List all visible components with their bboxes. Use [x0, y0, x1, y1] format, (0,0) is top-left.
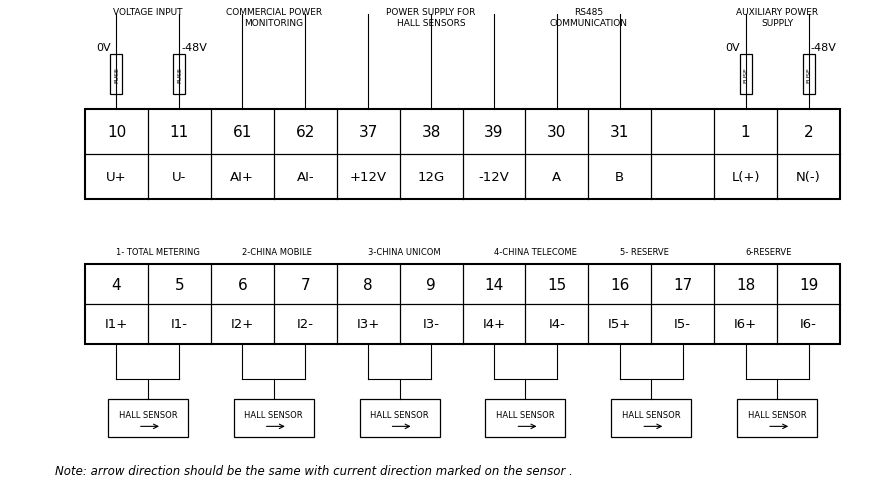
Bar — [110, 55, 123, 95]
Text: HALL SENSOR: HALL SENSOR — [118, 410, 177, 419]
Text: 37: 37 — [358, 125, 378, 140]
Text: 0V: 0V — [725, 43, 740, 53]
Text: I5-: I5- — [674, 318, 692, 331]
Text: I3-: I3- — [422, 318, 439, 331]
Text: FUSE: FUSE — [743, 67, 749, 83]
Bar — [173, 55, 186, 95]
Text: AUXILIARY POWER
SUPPLY: AUXILIARY POWER SUPPLY — [736, 8, 818, 28]
Text: N(-): N(-) — [797, 171, 821, 183]
Bar — [485, 399, 565, 437]
Text: 39: 39 — [485, 125, 504, 140]
Text: 16: 16 — [610, 277, 629, 292]
Text: 15: 15 — [548, 277, 566, 292]
Text: I4+: I4+ — [483, 318, 506, 331]
Text: B: B — [615, 171, 624, 183]
Text: 6: 6 — [237, 277, 247, 292]
Text: 5- RESERVE: 5- RESERVE — [620, 247, 669, 257]
Text: 30: 30 — [548, 125, 566, 140]
Text: Note: arrow direction should be the same with current direction marked on the se: Note: arrow direction should be the same… — [55, 464, 573, 477]
Text: 17: 17 — [673, 277, 693, 292]
Text: 14: 14 — [485, 277, 503, 292]
Text: I6-: I6- — [800, 318, 817, 331]
Text: +12V: +12V — [349, 171, 387, 183]
Text: 4-CHINA TELECOME: 4-CHINA TELECOME — [494, 247, 577, 257]
Text: 62: 62 — [295, 125, 315, 140]
Bar — [85, 264, 840, 345]
Text: 4: 4 — [112, 277, 121, 292]
Text: 19: 19 — [799, 277, 818, 292]
Text: HALL SENSOR: HALL SENSOR — [496, 410, 555, 419]
Text: U+: U+ — [106, 171, 127, 183]
Text: I5+: I5+ — [608, 318, 631, 331]
Text: 1: 1 — [741, 125, 750, 140]
Bar — [612, 399, 692, 437]
Text: 12G: 12G — [418, 171, 444, 183]
Text: 38: 38 — [421, 125, 441, 140]
Text: -48V: -48V — [811, 43, 837, 53]
Text: I1-: I1- — [171, 318, 188, 331]
Text: I1+: I1+ — [105, 318, 128, 331]
Text: VOLTAGE INPUT: VOLTAGE INPUT — [113, 8, 182, 17]
Text: 10: 10 — [107, 125, 126, 140]
Text: FUSE: FUSE — [114, 67, 119, 83]
Text: A: A — [552, 171, 562, 183]
Text: 2: 2 — [804, 125, 813, 140]
Bar — [359, 399, 439, 437]
Text: -48V: -48V — [181, 43, 207, 53]
Text: L(+): L(+) — [732, 171, 760, 183]
Text: 31: 31 — [610, 125, 629, 140]
Text: I2+: I2+ — [230, 318, 254, 331]
Text: 18: 18 — [736, 277, 756, 292]
Text: 1- TOTAL METERING: 1- TOTAL METERING — [116, 247, 200, 257]
Text: 8: 8 — [364, 277, 373, 292]
Text: COMMERCIAL POWER
MONITORING: COMMERCIAL POWER MONITORING — [226, 8, 322, 28]
Bar — [108, 399, 188, 437]
Text: AI+: AI+ — [230, 171, 254, 183]
Text: AI-: AI- — [296, 171, 314, 183]
Bar — [803, 55, 814, 95]
Text: HALL SENSOR: HALL SENSOR — [622, 410, 681, 419]
Text: 3-CHINA UNICOM: 3-CHINA UNICOM — [368, 247, 441, 257]
Text: RS485
COMMUNICATION: RS485 COMMUNICATION — [549, 8, 628, 28]
Text: 11: 11 — [170, 125, 189, 140]
Text: I4-: I4- — [549, 318, 565, 331]
Text: 6-RESERVE: 6-RESERVE — [746, 247, 792, 257]
Text: U-: U- — [172, 171, 187, 183]
Text: 61: 61 — [233, 125, 252, 140]
Text: 5: 5 — [174, 277, 184, 292]
Bar — [740, 55, 751, 95]
Text: HALL SENSOR: HALL SENSOR — [244, 410, 303, 419]
Bar — [85, 110, 840, 200]
Text: 7: 7 — [300, 277, 310, 292]
Text: I3+: I3+ — [356, 318, 380, 331]
Text: HALL SENSOR: HALL SENSOR — [748, 410, 806, 419]
Text: 2-CHINA MOBILE: 2-CHINA MOBILE — [243, 247, 312, 257]
Text: FUSE: FUSE — [806, 67, 811, 83]
Text: 0V: 0V — [96, 43, 110, 53]
Text: HALL SENSOR: HALL SENSOR — [371, 410, 428, 419]
Text: I6+: I6+ — [734, 318, 757, 331]
Text: 9: 9 — [426, 277, 436, 292]
Bar — [737, 399, 817, 437]
Text: FUSE: FUSE — [177, 67, 182, 83]
Bar — [234, 399, 314, 437]
Text: -12V: -12V — [478, 171, 509, 183]
Text: POWER SUPPLY FOR
HALL SENSORS: POWER SUPPLY FOR HALL SENSORS — [387, 8, 476, 28]
Text: I2-: I2- — [297, 318, 314, 331]
